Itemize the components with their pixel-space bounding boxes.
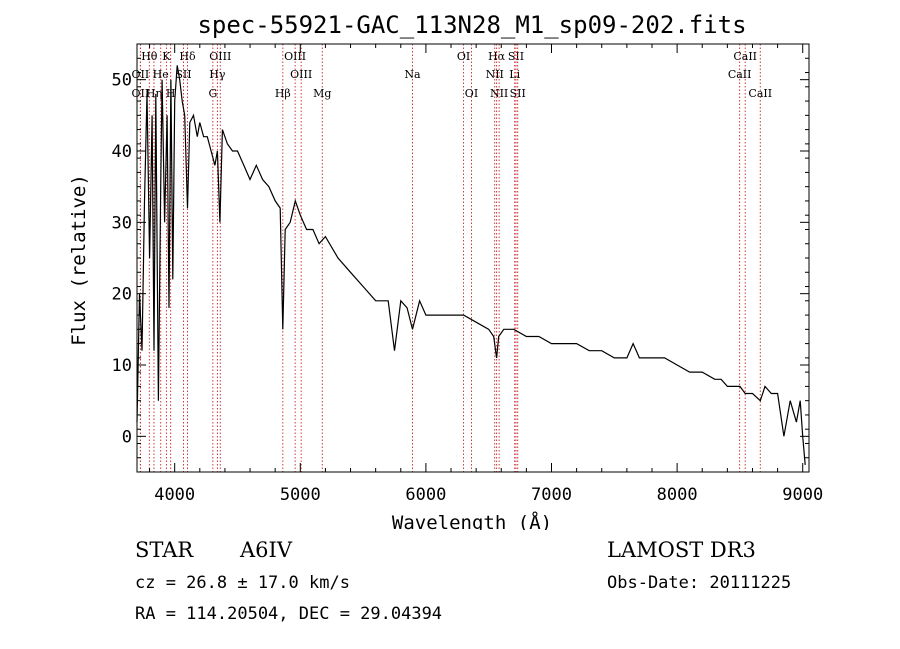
- line-label: Hδ: [179, 50, 196, 63]
- line-label: Hβ: [275, 87, 291, 100]
- x-tick-label: 6000: [405, 485, 446, 505]
- chart-title: spec-55921-GAC_113N28_M1_sp09-202.fits: [197, 11, 746, 39]
- line-label: Na: [404, 68, 421, 81]
- line-label: OI: [465, 87, 478, 100]
- x-tick-label: 7000: [531, 485, 572, 505]
- line-label: Hγ: [209, 68, 226, 81]
- obs-date: Obs-Date: 20111225: [607, 573, 792, 593]
- y-tick-label: 10: [112, 356, 132, 376]
- line-label: SII: [508, 50, 524, 63]
- line-label: OII: [132, 87, 150, 100]
- line-label: CaII: [748, 87, 772, 100]
- line-label: OII: [132, 68, 150, 81]
- line-label: CaII: [733, 50, 757, 63]
- line-label: NII: [486, 68, 504, 81]
- y-tick-label: 30: [112, 213, 132, 233]
- axis-ticks: 4000 5000 6000 7000 8000 9000 0 10 20 30 40 50: [112, 43, 823, 505]
- line-label: NII: [490, 87, 508, 100]
- line-label: Hη: [146, 87, 162, 100]
- line-label: K: [162, 50, 171, 63]
- x-tick-label: 5000: [280, 485, 321, 505]
- line-label: SII: [510, 87, 526, 100]
- redshift-text: cz = 26.8 ± 17.0 km/s: [135, 573, 350, 593]
- object-subclass: A6IV: [240, 538, 292, 562]
- line-label: Hθ: [141, 50, 158, 63]
- x-tick-label: 8000: [657, 485, 698, 505]
- spectrum-series-line: [136, 65, 806, 465]
- y-tick-label: 20: [112, 285, 132, 305]
- line-label: OIII: [284, 50, 306, 63]
- y-tick-label: 40: [112, 142, 132, 162]
- y-tick-label: 50: [112, 71, 132, 91]
- line-label: CaII: [728, 68, 752, 81]
- object-class: STAR: [135, 538, 194, 562]
- y-axis-label: Flux (relative): [68, 174, 90, 346]
- line-label: Li: [509, 68, 520, 81]
- survey-name: LAMOST DR3: [607, 538, 756, 562]
- spectrum-chart: spec-55921-GAC_113N28_M1_sp09-202.fits H…: [68, 11, 823, 530]
- x-tick-label: 9000: [782, 485, 823, 505]
- line-label: G: [208, 87, 217, 100]
- line-label: OI: [457, 50, 470, 63]
- line-label: Hα: [488, 50, 506, 63]
- x-tick-label: 4000: [154, 485, 195, 505]
- y-tick-label: 0: [122, 427, 132, 447]
- coordinates-text: RA = 114.20504, DEC = 29.04394: [135, 604, 443, 624]
- line-label: OIII: [209, 50, 231, 63]
- line-label: OIII: [290, 68, 312, 81]
- line-label: He: [153, 68, 169, 81]
- plot-frame: [136, 43, 810, 473]
- line-label: Mg: [313, 87, 331, 100]
- x-axis-label: Wavelength (Å): [392, 511, 552, 530]
